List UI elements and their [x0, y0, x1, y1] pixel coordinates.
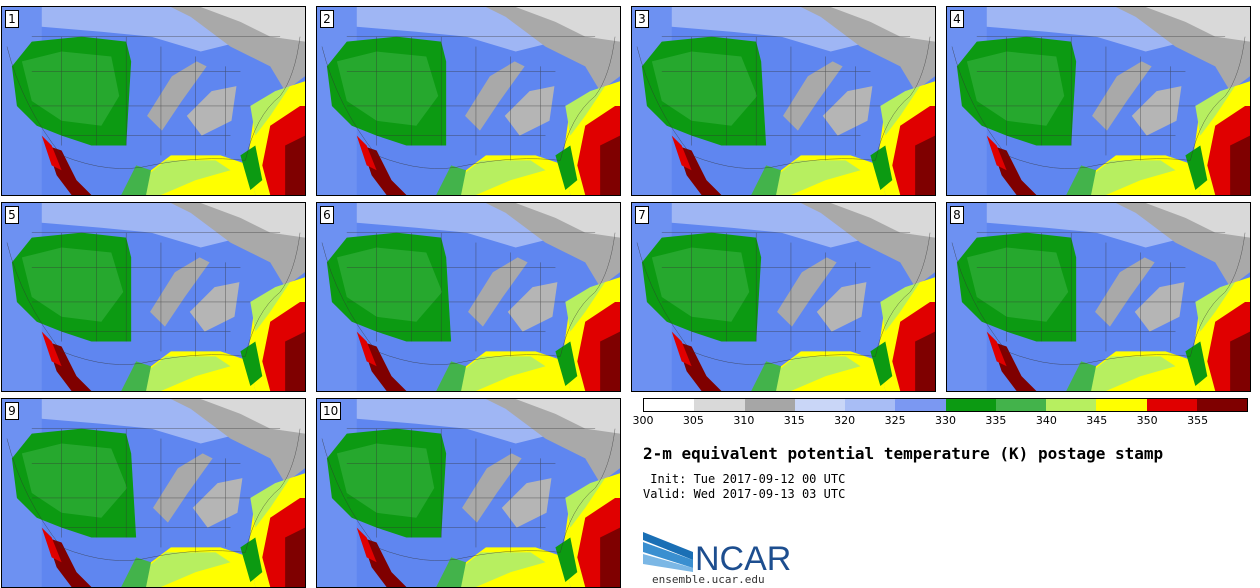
member-map: [317, 203, 620, 391]
colorbar-tick-label: 345: [1086, 414, 1108, 427]
ncar-url: ensemble.ucar.edu: [652, 573, 765, 586]
member-map: [2, 7, 305, 195]
colorbar-tick-label: 340: [1035, 414, 1057, 427]
colorbar-tick-label: 335: [985, 414, 1007, 427]
member-map: [2, 203, 305, 391]
ensemble-member-panel: 3: [631, 6, 936, 196]
ensemble-member-panel: 7: [631, 202, 936, 392]
member-number: 2: [320, 10, 334, 28]
colorbar-segment: [744, 399, 795, 411]
plot-title: 2-m equivalent potential temperature (K)…: [643, 444, 1164, 463]
ensemble-member-panel: 5: [1, 202, 306, 392]
member-number: 1: [5, 10, 19, 28]
colorbar-tick-label: 350: [1136, 414, 1158, 427]
ensemble-member-panel: 4: [946, 6, 1251, 196]
ensemble-member-panel: 2: [316, 6, 621, 196]
member-number: 7: [635, 206, 649, 224]
ncar-logo: NCAR: [643, 532, 791, 574]
member-map: [947, 203, 1250, 391]
colorbar-segment: [945, 399, 996, 411]
colorbar-tick-label: 300: [632, 414, 654, 427]
member-number: 10: [320, 402, 342, 420]
colorbar-segment: [1146, 399, 1197, 411]
colorbar-tick-label: 320: [834, 414, 856, 427]
member-number: 6: [320, 206, 334, 224]
colorbar-tick-label: 315: [783, 414, 805, 427]
colorbar-segment: [895, 399, 946, 411]
colorbar-tick-label: 355: [1187, 414, 1209, 427]
member-map: [632, 7, 935, 195]
member-number: 4: [950, 10, 964, 28]
colorbar-ticks: 300 305 310 315 320 325 330 335 340 345 350 355: [633, 414, 1248, 428]
colorbar-segment: [995, 399, 1046, 411]
colorbar-tick-label: 305: [682, 414, 704, 427]
member-map: [317, 399, 620, 587]
ensemble-member-panel: 6: [316, 202, 621, 392]
ensemble-member-panel: 8: [946, 202, 1251, 392]
member-number: 9: [5, 402, 19, 420]
member-map: [2, 399, 305, 587]
member-number: 5: [5, 206, 19, 224]
colorbar-segment: [794, 399, 845, 411]
colorbar-segment: [694, 399, 745, 411]
ensemble-member-panel: 10: [316, 398, 621, 588]
ensemble-member-panel: 1: [1, 6, 306, 196]
colorbar-segment: [1096, 399, 1147, 411]
member-map: [317, 7, 620, 195]
ensemble-member-panel: 9: [1, 398, 306, 588]
member-number: 3: [635, 10, 649, 28]
colorbar-tick-label: 330: [935, 414, 956, 427]
colorbar-tick-label: 325: [884, 414, 906, 427]
colorbar-segment: [845, 399, 896, 411]
colorbar-tick-label: 310: [733, 414, 755, 427]
colorbar-segment: [1046, 399, 1097, 411]
member-map: [632, 203, 935, 391]
colorbar-segment: [1196, 399, 1247, 411]
colorbar: [643, 398, 1248, 412]
colorbar-segment: [644, 399, 695, 411]
member-map: [947, 7, 1250, 195]
init-time: Init: Tue 2017-09-12 00 UTC: [643, 472, 846, 486]
valid-time: Valid: Wed 2017-09-13 03 UTC: [643, 487, 846, 501]
ncar-logo-text: NCAR: [695, 540, 791, 574]
member-number: 8: [950, 206, 964, 224]
